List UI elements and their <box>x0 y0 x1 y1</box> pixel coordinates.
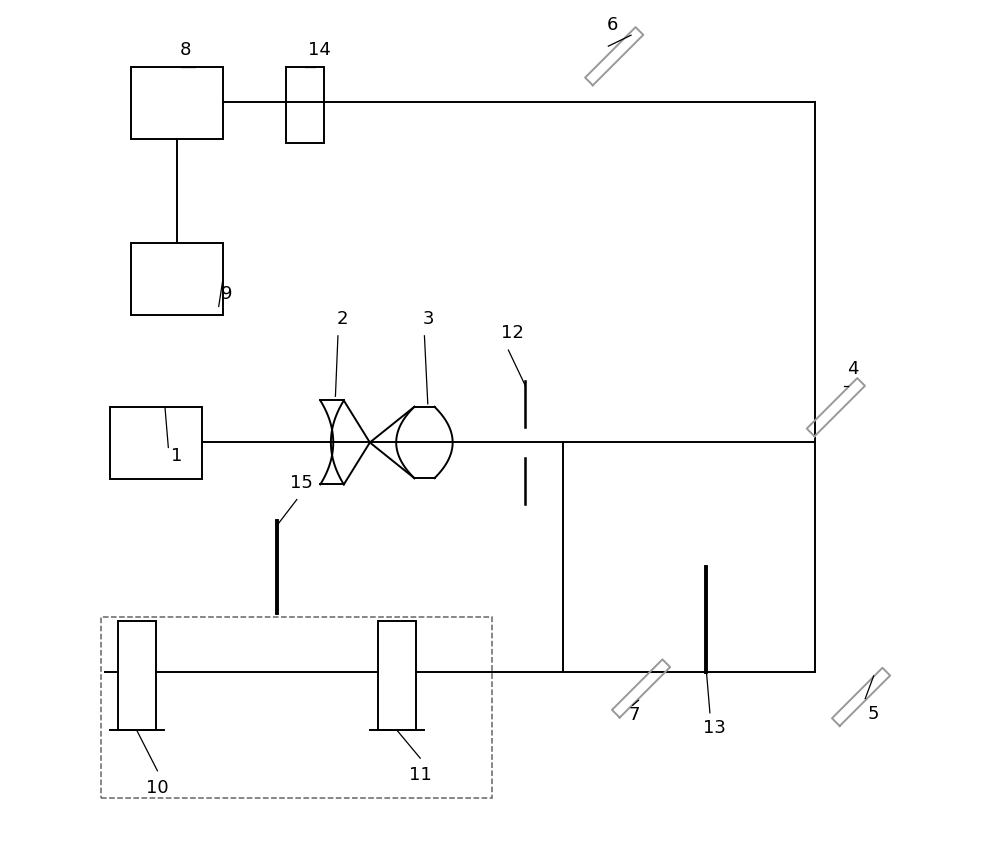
Text: 4: 4 <box>847 360 858 378</box>
Bar <box>131 243 223 315</box>
Text: 1: 1 <box>171 447 182 465</box>
Text: 14: 14 <box>308 42 331 59</box>
Text: 2: 2 <box>336 310 348 328</box>
Text: 7: 7 <box>629 706 640 724</box>
Text: 10: 10 <box>146 778 169 796</box>
Text: 3: 3 <box>423 310 434 328</box>
Text: 8: 8 <box>179 42 191 59</box>
Bar <box>286 67 324 142</box>
Text: 9: 9 <box>221 285 233 303</box>
Text: 12: 12 <box>501 324 524 343</box>
Bar <box>101 617 492 798</box>
Bar <box>131 67 223 138</box>
Bar <box>118 622 156 730</box>
Text: 15: 15 <box>290 474 312 492</box>
Bar <box>378 622 416 730</box>
Text: 6: 6 <box>607 16 618 34</box>
Text: 11: 11 <box>409 766 432 784</box>
Bar <box>110 407 202 478</box>
Text: 13: 13 <box>703 719 726 737</box>
Text: 5: 5 <box>868 705 879 722</box>
